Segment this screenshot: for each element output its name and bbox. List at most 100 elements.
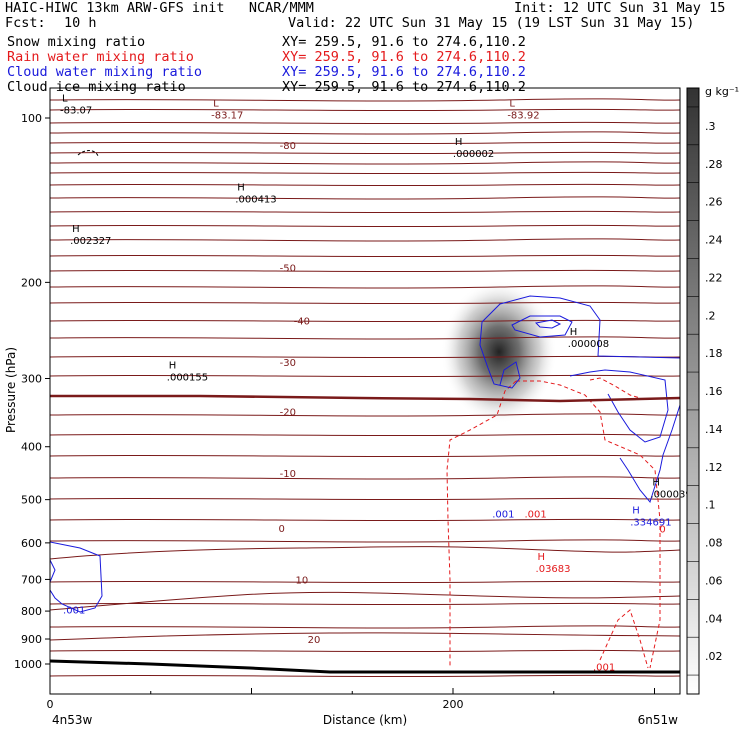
isotherm-line (50, 141, 680, 145)
isotherm-line (50, 161, 680, 165)
extremum-value: .000413 (235, 195, 276, 206)
extremum-value: .000155 (167, 372, 208, 383)
field-name-snow: Snow mixing ratio (7, 34, 146, 50)
rain-contour (589, 377, 641, 399)
isotherm-line (50, 539, 680, 543)
cloud-water-contour (50, 559, 56, 583)
isotherm-line (50, 121, 680, 125)
colorbar-unit: g kg⁻¹ (705, 85, 739, 98)
colorbar-tick-label: .2 (705, 309, 716, 322)
cloud-water-contours (50, 150, 680, 613)
isotherm-line (50, 238, 680, 242)
rain-contour (516, 380, 661, 669)
isotherm-line (50, 546, 680, 560)
rain-contour (599, 609, 649, 669)
extremum-value: .000008 (568, 339, 609, 350)
extremum-value: -83.17 (211, 110, 243, 121)
isotherm-line (50, 151, 680, 155)
extremum-marker: L (213, 98, 219, 109)
rain-water-contours (446, 377, 661, 669)
isotherm-line (50, 196, 680, 200)
plot-area (50, 98, 680, 705)
isotherm-line (50, 632, 680, 641)
y-tick-label: 300 (21, 373, 42, 386)
isotherm-line (50, 625, 680, 629)
y-tick-label: 700 (21, 573, 42, 586)
x-tick-label: 200 (443, 698, 464, 711)
header-title: HAIC-HIWC 13km ARW-GFS init NCAR/MMM (5, 0, 314, 16)
extremum-marker: H (455, 137, 463, 148)
temperature-contour-labels: -80 -50 -40 -30 -20 -10 0 10 20 (279, 141, 321, 646)
mixing-ratio-label: .001 (593, 662, 615, 673)
y-axis-title: Pressure (hPa) (4, 347, 18, 433)
terrain-line (50, 659, 680, 674)
cloud-water-contour (511, 315, 573, 338)
field-name-rain: Rain water mixing ratio (7, 49, 194, 65)
extremum-marker: H (652, 477, 660, 488)
cloud-ice-contour (77, 150, 99, 157)
colorbar-tick-label: .16 (705, 385, 723, 398)
temperature-contour-label: -80 (280, 141, 296, 152)
y-tick-label: 1000 (14, 658, 42, 671)
field-name-cloud-ice: Cloud ice mixing ratio (7, 79, 186, 95)
y-tick-label: 900 (21, 633, 42, 646)
colorbar-tick-label: .08 (705, 537, 723, 550)
extremum-marker: H (169, 360, 177, 371)
isotherm-line (50, 476, 680, 480)
header-init: Init: 12 UTC Sun 31 May 15 (514, 0, 726, 16)
colorbar-ticks: .02 .04 .06 .08 .1 .12 .14 .16 .18 .2 .22 .24 .26 .28… (687, 106, 723, 676)
extrema-annotations: L-83.07L-83.17L-83.92H.000002H.000413H.0… (60, 93, 692, 575)
freezing-level-line (50, 394, 680, 403)
extremum-marker: H (72, 224, 80, 235)
isotherm-line (50, 580, 680, 584)
colorbar-tick-label: .02 (705, 650, 723, 663)
mixing-ratio-label: .001 (524, 509, 546, 520)
field-name-cloud-water: Cloud water mixing ratio (7, 64, 203, 80)
extremum-value: .000039 (650, 489, 691, 500)
isotherm-line (50, 703, 680, 705)
isotherm-line (50, 374, 680, 378)
colorbar-tick-label: .18 (705, 347, 723, 360)
extremum-value: .334691 (630, 518, 671, 529)
temperature-contour-label: 10 (296, 575, 309, 586)
colorbar-tick-label: .12 (705, 461, 723, 474)
isotherm-line (50, 413, 680, 417)
extremum-marker: H (237, 183, 245, 194)
isotherm-line (50, 454, 680, 458)
mixing-ratio-label: 0 (659, 525, 665, 536)
colorbar (686, 87, 700, 695)
extremum-value: .002327 (70, 236, 111, 247)
field-xy-cloud-ice: XY= 259.5, 91.6 to 274.6,110.2 (282, 79, 526, 95)
mixing-ratio-label: .001 (63, 606, 85, 617)
extremum-marker: L (62, 93, 68, 104)
temperature-contour-label: 20 (308, 635, 321, 646)
temperature-contour-label: -30 (280, 358, 296, 369)
cloud-water-contour (481, 295, 680, 359)
extremum-value: -83.07 (60, 105, 92, 116)
y-tick-label: 500 (21, 494, 42, 507)
x-left-location: 4n53w (52, 713, 93, 727)
colorbar-tick-label: .24 (705, 234, 723, 247)
extremum-marker: H (632, 506, 640, 517)
x-right-location: 6n51w (638, 713, 679, 727)
colorbar-tick-label: .04 (705, 612, 723, 625)
x-tick-label: 0 (47, 698, 54, 711)
isotherm-line (50, 433, 680, 437)
isotherm-line (50, 224, 680, 228)
isotherm-line (50, 674, 680, 678)
colorbar-tick-label: .1 (705, 499, 716, 512)
colorbar-tick-label: .06 (705, 574, 723, 587)
snow-maximum-shading (441, 280, 557, 424)
rain-contour (446, 380, 517, 668)
isotherm-line (50, 355, 680, 359)
field-xy-rain: XY= 259.5, 91.6 to 274.6,110.2 (282, 49, 526, 65)
isotherm-line (50, 285, 680, 289)
header-fcst-label: Fcst: (5, 15, 46, 31)
colorbar-tick-label: .3 (705, 120, 716, 133)
plot-frame (49, 87, 681, 695)
isotherm-line (50, 602, 680, 606)
temperature-contour-label: -20 (280, 408, 296, 419)
y-tick-label: 600 (21, 537, 42, 550)
isotherm-line (50, 131, 680, 135)
